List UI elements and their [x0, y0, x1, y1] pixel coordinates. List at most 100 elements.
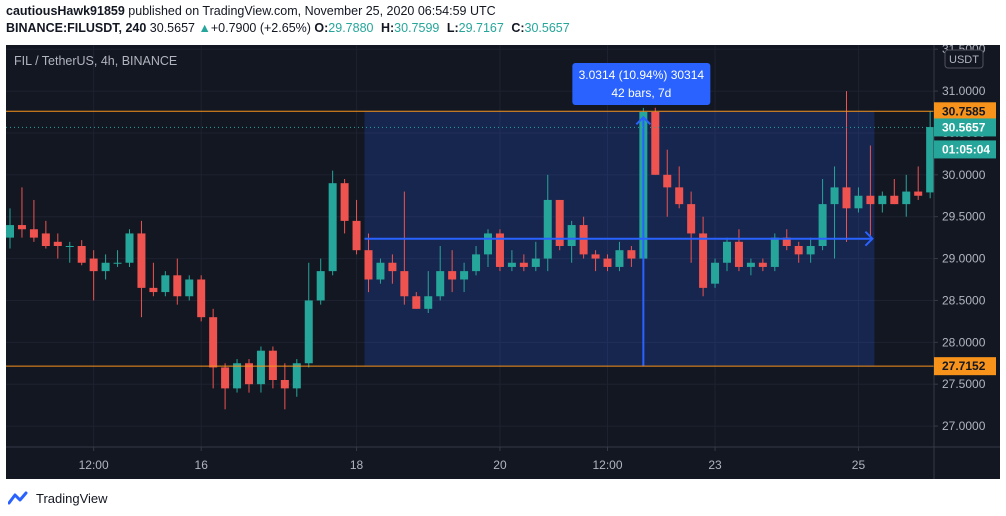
candle [256, 350, 265, 385]
candle [412, 296, 421, 309]
price-axis-label: 29.5000 [942, 210, 986, 224]
candle [830, 187, 839, 205]
countdown-tag: 01:05:04 [942, 142, 990, 156]
chart-canvas[interactable]: 3.0314 (10.94%) 30314 42 bars, 7d 27.0000 2… [6, 45, 1000, 479]
time-axis-label: 12:00 [79, 458, 109, 472]
last-price: 30.5657 [149, 21, 195, 35]
candle [723, 241, 731, 263]
candle [388, 262, 397, 272]
close-label: C: [511, 21, 525, 35]
tradingview-brand[interactable]: TradingView [8, 488, 108, 508]
close-value: 30.5657 [524, 21, 570, 35]
last-price-tag: 30.5657 [942, 120, 986, 134]
measure-arrow-up [635, 115, 652, 125]
candle [233, 363, 242, 389]
candle [878, 195, 887, 205]
price-axis-label: 29.0000 [942, 252, 986, 266]
measure-label-box [572, 63, 711, 105]
time-axis-label: 18 [350, 458, 364, 472]
candle [615, 250, 624, 267]
candle [17, 225, 26, 230]
candle [758, 262, 767, 267]
up-arrow-icon: ▲ [198, 21, 211, 35]
interval: 240 [125, 21, 147, 35]
candle [794, 246, 803, 255]
candle [221, 367, 230, 389]
symbol-name[interactable]: BINANCE:FILUSDT, [6, 21, 122, 35]
high-label: H: [380, 21, 395, 35]
candle [137, 233, 146, 288]
level-price-tag: 27.7152 [942, 359, 986, 373]
level-price-tag: 30.7585 [942, 104, 986, 118]
candle [77, 246, 86, 263]
candle [161, 275, 170, 293]
last-price-tag-bg [934, 118, 996, 137]
candle [209, 317, 218, 368]
price-axis-label: 27.0000 [942, 419, 986, 433]
publish-text: published on TradingView.com, November 2… [128, 4, 496, 18]
candle [89, 258, 98, 272]
measure-label-bars: 42 bars, 7d [611, 86, 671, 100]
candle [531, 258, 540, 267]
candle [663, 174, 672, 188]
time-axis-label: 23 [708, 458, 722, 472]
candle [591, 254, 600, 259]
price-axis-label: 28.5000 [942, 293, 986, 307]
candle [316, 271, 325, 301]
low-value: 29.7167 [458, 21, 504, 35]
time-axis-label: 20 [493, 458, 507, 472]
time-axis-label: 25 [852, 458, 866, 472]
candle [376, 262, 385, 280]
candle [292, 363, 301, 389]
level-price-tag-bg [934, 102, 996, 121]
candle [113, 262, 122, 264]
candle [495, 233, 504, 267]
candle [567, 225, 576, 246]
price-chart[interactable]: 3.0314 (10.94%) 30314 42 bars, 7d 27.0000 2… [6, 45, 1000, 479]
candle [651, 112, 660, 175]
tradingview-logo-icon [8, 491, 28, 505]
candle [603, 258, 612, 267]
candle [173, 275, 182, 297]
candle [842, 187, 851, 209]
candle [268, 350, 277, 380]
candle [902, 191, 911, 205]
price-axis-label: 27.5000 [942, 377, 986, 391]
level-price-tag-bg [934, 357, 996, 376]
candle [197, 279, 206, 318]
candle [340, 183, 349, 221]
time-axis-label: 12:00 [592, 458, 622, 472]
candle [125, 233, 134, 263]
candle [328, 183, 337, 272]
candle [364, 250, 373, 280]
price-axis-label: 28.0000 [942, 335, 986, 349]
chart-title: FIL / TetherUS, 4h, BINANCE [14, 54, 177, 68]
candle [699, 233, 708, 288]
candle [400, 271, 409, 297]
candle [675, 187, 684, 205]
candle [41, 233, 50, 246]
currency-badge-box [944, 49, 984, 69]
candle [818, 204, 827, 246]
candle [866, 195, 875, 205]
candle [854, 195, 863, 209]
candle [734, 241, 743, 267]
candle [245, 363, 253, 385]
candle [507, 262, 516, 267]
candle [304, 300, 313, 364]
candle [543, 199, 552, 259]
low-label: L: [446, 21, 459, 35]
measure-arrow-right [864, 231, 874, 247]
candle [352, 220, 361, 251]
candle [448, 271, 457, 280]
candle [627, 250, 636, 259]
candle [746, 262, 755, 267]
candle [65, 246, 74, 247]
candle [185, 279, 194, 297]
price-axis-label: 30.0000 [942, 168, 986, 182]
currency-badge: USDT [949, 54, 979, 66]
symbol-info: BINANCE:FILUSDT, 240 30.5657 ▲+0.7900 (+… [6, 21, 574, 35]
brand-name: TradingView [36, 490, 108, 506]
author-name[interactable]: cautiousHawk91859 [6, 4, 125, 18]
open-label: O: [314, 21, 329, 35]
